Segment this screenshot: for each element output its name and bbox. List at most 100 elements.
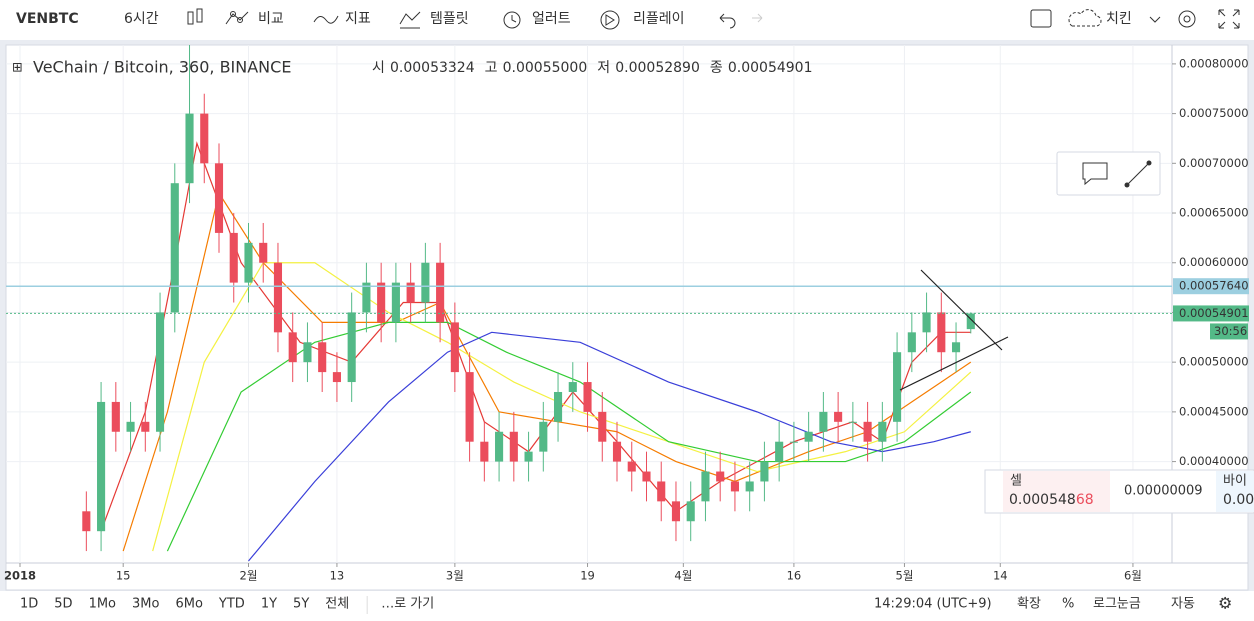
candle-body [701, 471, 710, 502]
candle-body [819, 411, 828, 432]
bottom-bar-bg [0, 591, 1254, 621]
x-tick-label: 15 [116, 569, 131, 583]
scale-option[interactable]: 자동 [1171, 597, 1195, 612]
candle-body [834, 411, 843, 422]
scale-option[interactable]: 로그눈금 [1093, 597, 1141, 612]
candle-body [421, 262, 430, 303]
range-button[interactable]: 전체 [325, 597, 349, 612]
candle-body [848, 421, 857, 423]
y-tick-label: 0.00080000 [1179, 56, 1249, 70]
x-tick-label: 2월 [240, 569, 258, 583]
y-tick-label: 0.00050000 [1179, 355, 1249, 369]
candle-body [347, 312, 356, 383]
candle-body [259, 242, 268, 263]
candle-body [480, 441, 489, 462]
candle-body [170, 183, 179, 313]
ohlc-value: 0.00052890 [615, 60, 700, 76]
candle-body [200, 113, 209, 164]
price-label: 0.00054901 [1179, 306, 1249, 320]
range-button[interactable]: 3Mo [132, 597, 159, 612]
candle-body [288, 332, 297, 363]
ohlc-value: 0.00054901 [728, 60, 813, 76]
candle-body [509, 431, 518, 462]
candle-body [804, 431, 813, 442]
scale-option[interactable]: 확장 [1017, 597, 1041, 612]
candle-body [450, 322, 459, 373]
symbol[interactable]: VENBTC [16, 11, 79, 27]
candle-body [539, 421, 548, 452]
goto-date[interactable]: …로 가기 [381, 597, 434, 612]
y-tick-label: 0.00070000 [1179, 156, 1249, 170]
buy-label[interactable]: 바이 [1223, 474, 1247, 489]
moving-average [248, 331, 971, 562]
price-label-bg [1173, 305, 1249, 322]
range-button[interactable]: 5D [54, 597, 72, 612]
candle-body [642, 471, 651, 482]
candle-body [214, 163, 224, 233]
candle-body [362, 282, 371, 313]
candle-body [612, 441, 622, 462]
candle-body [273, 262, 283, 333]
sell-label[interactable]: 셀 [1010, 474, 1022, 489]
candle-body [951, 342, 961, 353]
candle-body [863, 421, 872, 442]
candle-body [244, 242, 253, 283]
candle-body [627, 461, 636, 472]
candle-body [922, 312, 931, 333]
moving-average [122, 191, 972, 552]
spread: 0.00000009 [1124, 484, 1203, 499]
candle-body [377, 282, 386, 323]
axes: 0.00040000 0.00045000 0.00050000 0.00055000… [4, 56, 1249, 583]
candle-body [745, 481, 754, 492]
y-tick-label: 0.00075000 [1179, 106, 1249, 120]
y-tick-label: 0.00045000 [1179, 404, 1249, 418]
price-label: 0.00057640 [1179, 279, 1249, 293]
alerts[interactable]: 얼러트 [532, 11, 571, 27]
ohlc-label: 시 [372, 60, 385, 76]
toolbar-icons [187, 8, 1240, 30]
x-tick-label: 4월 [674, 569, 692, 583]
range-button[interactable]: YTD [218, 597, 245, 612]
price-label-bg [1173, 278, 1249, 295]
templates[interactable]: 템플릿 [430, 11, 469, 27]
range-button[interactable]: 1D [20, 597, 38, 612]
candle-body [524, 451, 533, 462]
buy-price[interactable]: 0.000 [1223, 492, 1254, 508]
candle-body [760, 461, 769, 482]
candle-body [568, 382, 577, 392]
candle-body [155, 312, 165, 432]
interval[interactable]: 6시간 [124, 11, 159, 27]
moving-average [166, 321, 972, 552]
candle-body [436, 262, 445, 323]
compare[interactable]: 비교 [258, 11, 284, 27]
range-button[interactable]: 1Mo [89, 597, 116, 612]
candle-body [775, 441, 784, 462]
x-tick-label: 13 [330, 569, 345, 583]
bottom-bar: 1D 5D 1Mo 3Mo 6Mo YTD 1Y 5Y 전체 …로 가기 14:29:04 (UTC… [20, 594, 1232, 614]
scale-option[interactable]: % [1062, 597, 1074, 612]
candle-body [97, 401, 106, 532]
range-button[interactable]: 5Y [293, 597, 309, 612]
candle-body [937, 312, 946, 353]
candle-body [878, 421, 887, 442]
ohlc-label: 저 [597, 60, 610, 76]
replay[interactable]: 리플레이 [633, 11, 685, 27]
indicators[interactable]: 지표 [345, 11, 371, 27]
range-button[interactable]: 6Mo [175, 597, 202, 612]
candle-body [893, 352, 902, 422]
candle-body [141, 421, 150, 432]
toolbar: VENBTC 6시간 비교 지표 템플릿 얼러트 리플레이 치킨 [16, 8, 1240, 30]
candle-body [126, 421, 135, 432]
layout-name[interactable]: 치킨 [1106, 11, 1132, 27]
candle-body [391, 282, 400, 323]
x-tick-label: 2018 [4, 569, 36, 583]
sell-price[interactable]: 0.00054868 [1009, 492, 1094, 508]
y-tick-label: 0.00040000 [1179, 454, 1249, 468]
settings-icon[interactable]: ⚙ [1218, 594, 1232, 613]
ohlc-value: 0.00053324 [390, 60, 475, 76]
collapse-icon[interactable]: ⊞ [12, 61, 23, 76]
range-button[interactable]: 1Y [261, 597, 277, 612]
x-tick-label: 6월 [1124, 569, 1142, 583]
countdown-bg [1210, 323, 1248, 340]
